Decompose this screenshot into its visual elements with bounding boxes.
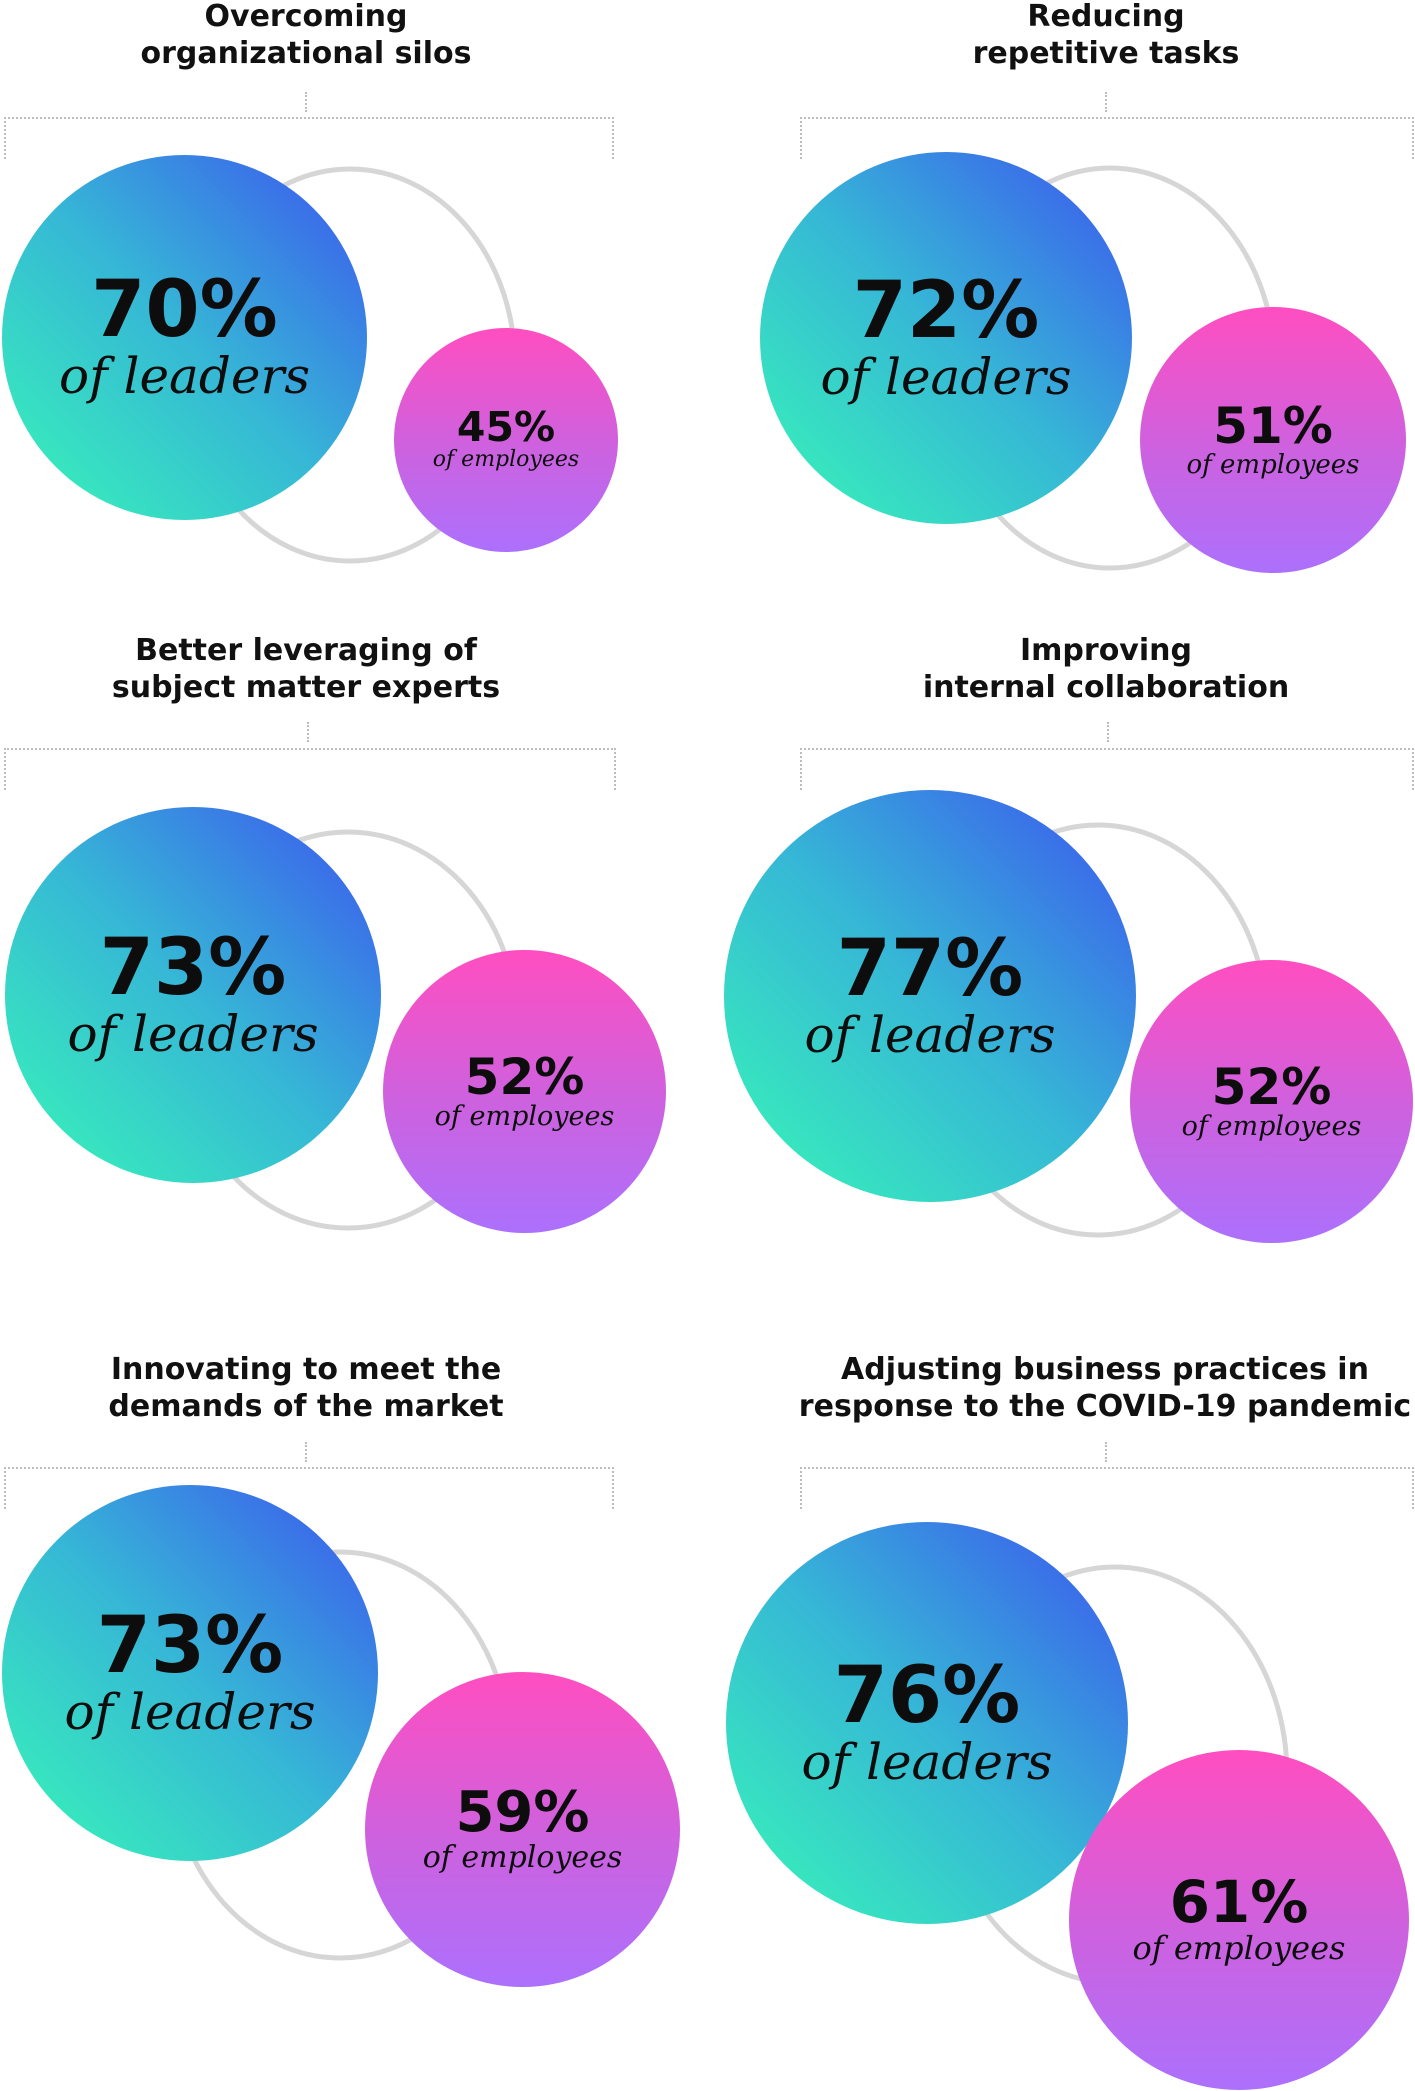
panel-title: Innovating to meet the demands of the ma… bbox=[56, 1351, 556, 1425]
title-line-2: response to the COVID-19 pandemic bbox=[798, 1389, 1412, 1424]
leaders-circle: 76% of leaders bbox=[726, 1522, 1128, 1924]
employees-circle: 61% of employees bbox=[1069, 1750, 1409, 2090]
leaders-circle: 73% of leaders bbox=[5, 807, 381, 1183]
leaders-label: of leaders bbox=[67, 1004, 319, 1063]
employees-circle: 51% of employees bbox=[1140, 307, 1406, 573]
title-line-2: demands of the market bbox=[108, 1389, 504, 1424]
dotted-bracket bbox=[800, 1467, 1414, 1509]
employees-percent: 45% bbox=[456, 403, 556, 452]
leaders-percent: 73% bbox=[96, 1600, 284, 1691]
employees-circle: 52% of employees bbox=[1130, 960, 1413, 1243]
title-line-1: Improving bbox=[1020, 633, 1192, 668]
employees-circle: 59% of employees bbox=[365, 1672, 680, 1987]
employees-label: of employees bbox=[422, 1840, 623, 1875]
panel-title: Reducing repetitive tasks bbox=[856, 0, 1356, 72]
leaders-percent: 70% bbox=[91, 265, 278, 355]
dotted-bracket bbox=[800, 748, 1414, 790]
employees-label: of employees bbox=[434, 1100, 615, 1132]
dotted-bracket bbox=[4, 117, 614, 159]
title-line-2: internal collaboration bbox=[922, 670, 1290, 705]
employees-label: of employees bbox=[1132, 1929, 1346, 1968]
employees-label: of employees bbox=[432, 447, 580, 473]
dotted-bracket bbox=[800, 117, 1414, 159]
leaders-label: of leaders bbox=[801, 1732, 1053, 1791]
leaders-percent: 73% bbox=[99, 922, 287, 1013]
title-line-1: Adjusting business practices in bbox=[841, 1352, 1369, 1387]
employees-percent: 61% bbox=[1169, 1868, 1309, 1937]
bracket-tick bbox=[1105, 92, 1107, 112]
dotted-bracket bbox=[4, 1467, 614, 1509]
leaders-percent: 76% bbox=[833, 1650, 1021, 1741]
employees-circle: 45% of employees bbox=[394, 328, 618, 552]
panel-title: Adjusting business practices in response… bbox=[780, 1351, 1415, 1425]
title-line-2: organizational silos bbox=[140, 36, 472, 71]
bracket-tick bbox=[305, 1442, 307, 1462]
title-line-1: Overcoming bbox=[204, 0, 408, 34]
leaders-circle: 70% of leaders bbox=[2, 155, 367, 520]
panel-title: Improving internal collaboration bbox=[856, 632, 1356, 706]
leaders-circle: 73% of leaders bbox=[2, 1485, 378, 1861]
title-line-1: Reducing bbox=[1027, 0, 1185, 34]
leaders-label: of leaders bbox=[58, 347, 311, 405]
title-line-1: Better leveraging of bbox=[135, 633, 477, 668]
leaders-percent: 72% bbox=[852, 265, 1040, 356]
bracket-tick bbox=[307, 722, 309, 742]
panel-title: Better leveraging of subject matter expe… bbox=[56, 632, 556, 706]
leaders-label: of leaders bbox=[820, 347, 1072, 406]
bracket-tick bbox=[1107, 722, 1109, 742]
leaders-label: of leaders bbox=[64, 1682, 316, 1741]
leaders-circle: 77% of leaders bbox=[724, 790, 1136, 1202]
title-line-1: Innovating to meet the bbox=[110, 1352, 502, 1387]
employees-percent: 52% bbox=[464, 1047, 585, 1106]
leaders-percent: 77% bbox=[836, 923, 1024, 1014]
panel-title: Overcoming organizational silos bbox=[56, 0, 556, 72]
employees-percent: 52% bbox=[1211, 1057, 1332, 1116]
title-line-2: repetitive tasks bbox=[972, 36, 1240, 71]
leaders-circle: 72% of leaders bbox=[760, 152, 1132, 524]
employees-label: of employees bbox=[1181, 1110, 1362, 1142]
dotted-bracket bbox=[4, 748, 616, 790]
employees-percent: 59% bbox=[455, 1780, 590, 1845]
employees-circle: 52% of employees bbox=[383, 950, 666, 1233]
bracket-tick bbox=[1105, 1442, 1107, 1462]
bracket-tick bbox=[305, 92, 307, 112]
employees-label: of employees bbox=[1186, 449, 1360, 480]
leaders-label: of leaders bbox=[804, 1005, 1056, 1064]
employees-percent: 51% bbox=[1213, 396, 1333, 455]
title-line-2: subject matter experts bbox=[111, 670, 501, 705]
